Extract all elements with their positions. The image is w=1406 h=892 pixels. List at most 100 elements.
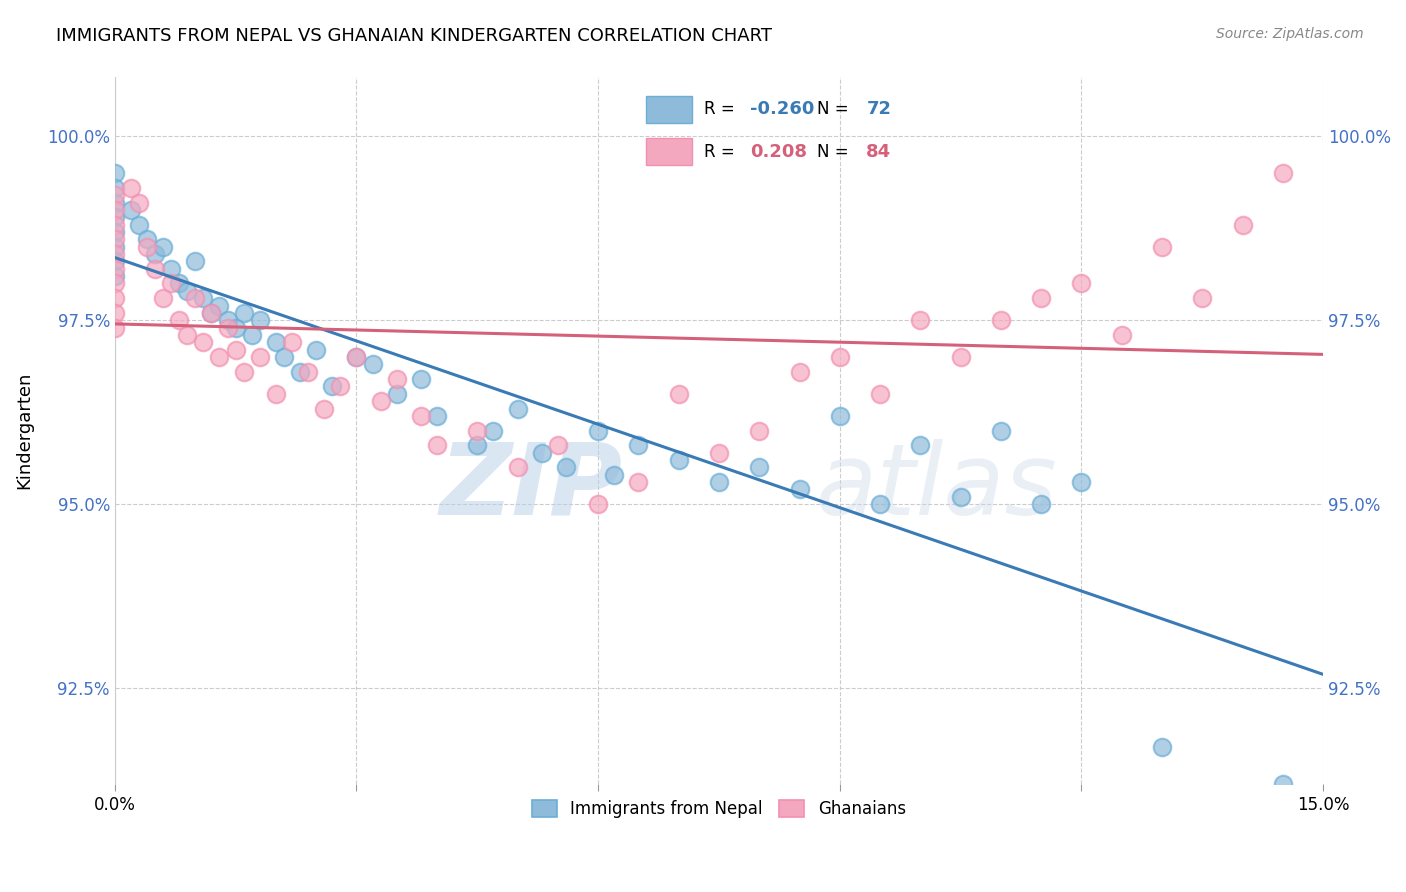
Point [910,313,932,327]
Point [385,386,408,401]
Point [200,306,222,320]
Point [264,335,287,350]
Point [104,261,127,276]
Point [273,350,295,364]
Point [104,202,127,217]
Point [193,335,215,350]
Point [104,181,127,195]
Point [668,386,690,401]
Point [370,394,392,409]
Point [627,438,650,452]
Point [104,277,127,291]
Point [329,379,352,393]
Point [152,291,174,305]
Point [707,475,730,489]
Point [789,365,811,379]
Point [1271,166,1294,180]
Point [1111,327,1133,342]
Point [869,386,891,401]
Point [1070,277,1092,291]
Point [465,424,488,438]
Point [482,424,505,438]
Point [249,313,271,327]
Point [104,254,127,268]
Point [1070,475,1092,489]
Point [217,313,239,327]
Point [104,291,127,305]
Point [232,306,254,320]
Point [104,320,127,334]
Point [240,327,263,342]
Point [1150,240,1173,254]
Point [949,490,972,504]
Y-axis label: Kindergarten: Kindergarten [15,372,32,490]
Point [152,240,174,254]
Point [748,460,770,475]
Point [208,299,231,313]
Point [160,277,183,291]
Point [104,306,127,320]
Point [314,401,336,416]
Point [1232,218,1254,232]
Point [990,424,1012,438]
Point [346,350,368,364]
Point [184,291,207,305]
Point [321,379,343,393]
Point [104,218,127,232]
Point [990,313,1012,327]
Point [120,202,142,217]
Point [232,365,254,379]
Point [465,438,488,452]
Point [167,277,190,291]
Point [361,357,384,371]
Point [1271,777,1294,791]
Text: Source: ZipAtlas.com: Source: ZipAtlas.com [1216,27,1364,41]
Point [1150,739,1173,754]
Point [217,320,239,334]
Point [176,284,198,298]
Point [160,261,183,276]
Point [193,291,215,305]
Point [249,350,271,364]
Point [104,188,127,202]
Point [426,409,449,423]
Point [143,247,166,261]
Point [104,247,127,261]
Point [225,343,247,357]
Point [184,254,207,268]
Point [586,497,609,511]
Point [104,225,127,239]
Point [869,497,891,511]
Point [281,335,304,350]
Point [547,438,569,452]
Point [120,181,142,195]
Point [748,424,770,438]
Point [603,467,626,482]
Point [949,350,972,364]
Legend: Immigrants from Nepal, Ghanaians: Immigrants from Nepal, Ghanaians [526,793,912,825]
Point [506,460,529,475]
Text: ZIP: ZIP [439,439,623,535]
Point [225,320,247,334]
Point [143,261,166,276]
Point [828,409,851,423]
Point [1031,291,1053,305]
Point [128,195,150,210]
Point [104,195,127,210]
Point [409,409,432,423]
Point [506,401,529,416]
Point [104,269,127,284]
Point [104,211,127,225]
Point [297,365,319,379]
Point [136,232,159,246]
Point [1191,291,1213,305]
Point [627,475,650,489]
Point [305,343,328,357]
Point [1031,497,1053,511]
Point [167,313,190,327]
Point [288,365,311,379]
Point [104,232,127,246]
Point [176,327,198,342]
Point [707,445,730,459]
Point [586,424,609,438]
